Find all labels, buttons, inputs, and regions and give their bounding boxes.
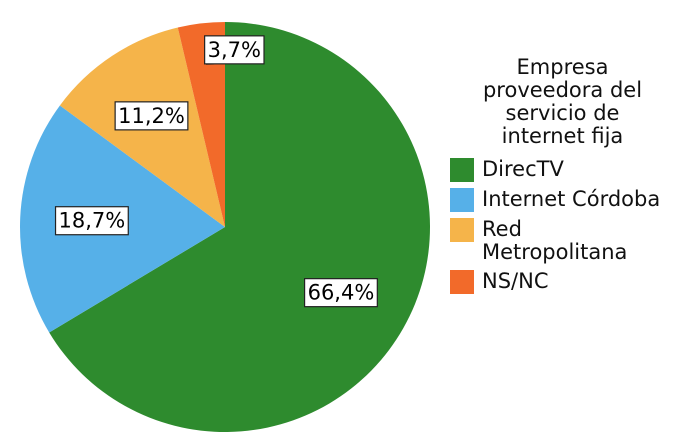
legend-swatch: [450, 188, 474, 212]
legend-label: Internet Córdoba: [482, 187, 661, 211]
legend-swatch: [450, 218, 474, 242]
legend-label: Red Metropolitana: [482, 217, 628, 264]
data-label: 66,4%: [303, 278, 378, 308]
legend-label: DirecTV: [482, 157, 564, 181]
label-box: [303, 278, 378, 308]
legend-swatch: [450, 158, 474, 182]
legend-entry: Red Metropolitana: [450, 218, 675, 264]
value-label: 3,7%: [208, 38, 261, 62]
legend-entry: DirecTV: [450, 158, 675, 182]
label-box: [204, 35, 265, 65]
legend-entry: NS/NC: [450, 270, 675, 294]
data-label: 3,7%: [204, 35, 265, 65]
data-label: 18,7%: [54, 206, 129, 236]
pie-area: 66,4% 18,7% 11,2% 3,7%: [19, 22, 430, 432]
legend-swatch: [450, 270, 474, 294]
value-label: 66,4%: [308, 281, 375, 305]
data-label: 11,2%: [114, 101, 189, 131]
legend-entry: Internet Córdoba: [450, 188, 675, 212]
legend-label: NS/NC: [482, 269, 549, 293]
pie-slice: [177, 22, 225, 227]
label-box: [54, 206, 129, 236]
legend-title: Empresa proveedora del servicio de inter…: [482, 55, 643, 148]
value-label: 18,7%: [59, 209, 126, 233]
legend: Empresa proveedora del servicio de inter…: [450, 56, 675, 300]
pie-slice: [49, 22, 430, 432]
label-box: [114, 101, 189, 131]
value-label: 11,2%: [118, 104, 185, 128]
